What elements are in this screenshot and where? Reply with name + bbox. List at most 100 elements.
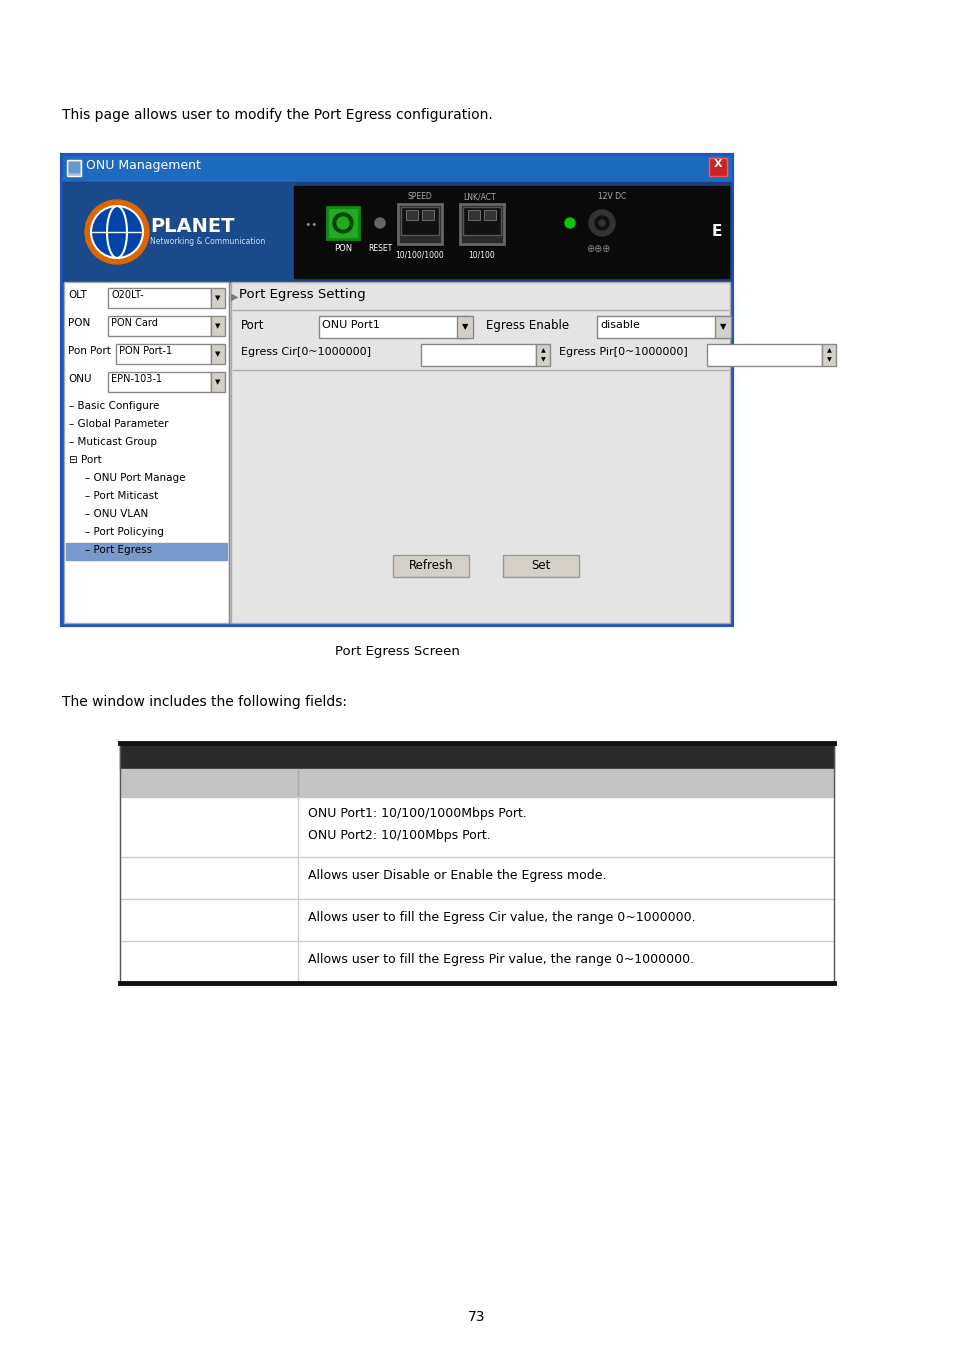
Text: ONU Port1: 10/100/1000Mbps Port.: ONU Port1: 10/100/1000Mbps Port. bbox=[308, 807, 526, 819]
Bar bbox=[120, 769, 833, 796]
Text: Egress Enable: Egress Enable bbox=[485, 319, 569, 332]
Text: 12V DC: 12V DC bbox=[598, 192, 625, 201]
Bar bbox=[64, 184, 294, 281]
Text: ONU: ONU bbox=[68, 374, 91, 383]
Text: Allows user to fill the Egress Pir value, the range 0~1000000.: Allows user to fill the Egress Pir value… bbox=[308, 953, 694, 967]
Text: ▶: ▶ bbox=[231, 292, 238, 302]
Text: ▼: ▼ bbox=[215, 351, 220, 356]
Bar bbox=[421, 211, 434, 220]
Bar bbox=[400, 207, 438, 235]
Text: ▲: ▲ bbox=[540, 348, 545, 352]
Text: Pon Port: Pon Port bbox=[68, 346, 111, 356]
Text: PON Card: PON Card bbox=[111, 319, 157, 328]
Text: disable: disable bbox=[599, 320, 639, 329]
Bar bbox=[211, 316, 225, 336]
Text: Egress Pir[0~1000000]: Egress Pir[0~1000000] bbox=[558, 347, 687, 356]
Text: ▼: ▼ bbox=[719, 323, 725, 332]
Bar bbox=[459, 204, 503, 244]
Bar bbox=[69, 162, 79, 171]
Bar bbox=[821, 344, 835, 366]
Bar bbox=[64, 282, 229, 622]
Text: RESET: RESET bbox=[368, 244, 392, 252]
Text: LNK/ACT: LNK/ACT bbox=[463, 192, 496, 201]
Bar bbox=[211, 288, 225, 308]
Bar bbox=[67, 161, 81, 176]
Text: 73: 73 bbox=[468, 1310, 485, 1324]
Text: EPN-103-1: EPN-103-1 bbox=[111, 374, 162, 383]
Bar bbox=[456, 316, 473, 338]
Text: – Global Parameter: – Global Parameter bbox=[69, 418, 169, 429]
Text: ONU Management: ONU Management bbox=[86, 159, 201, 171]
Text: OLT: OLT bbox=[68, 290, 87, 300]
Text: ▼: ▼ bbox=[825, 356, 830, 362]
Bar bbox=[393, 555, 469, 576]
Bar bbox=[66, 543, 227, 560]
Text: Egress Cir[0~1000000]: Egress Cir[0~1000000] bbox=[241, 347, 371, 356]
Text: The window includes the following fields:: The window includes the following fields… bbox=[62, 695, 347, 709]
Text: ONU Port1: ONU Port1 bbox=[322, 320, 379, 329]
Text: E: E bbox=[711, 224, 721, 239]
Bar bbox=[318, 316, 469, 338]
Bar bbox=[120, 857, 833, 899]
Circle shape bbox=[375, 217, 385, 228]
Bar bbox=[120, 743, 833, 770]
Circle shape bbox=[91, 207, 143, 258]
Bar bbox=[62, 155, 731, 625]
Bar bbox=[327, 207, 358, 239]
Text: Allows user Disable or Enable the Egress mode.: Allows user Disable or Enable the Egress… bbox=[308, 869, 606, 882]
Text: PLANET: PLANET bbox=[150, 217, 234, 236]
Text: Allows user to fill the Egress Cir value, the range 0~1000000.: Allows user to fill the Egress Cir value… bbox=[308, 911, 695, 923]
Text: Port Egress Screen: Port Egress Screen bbox=[335, 645, 459, 657]
Bar bbox=[397, 204, 441, 244]
Text: Port Egress Setting: Port Egress Setting bbox=[239, 288, 365, 301]
Bar bbox=[108, 288, 211, 308]
Text: – Port Policying: – Port Policying bbox=[85, 526, 164, 537]
Bar bbox=[120, 796, 833, 857]
Text: ▼: ▼ bbox=[215, 296, 220, 301]
Text: – Port Miticast: – Port Miticast bbox=[85, 491, 158, 501]
Bar bbox=[108, 316, 211, 336]
Text: ⊕⊕⊕: ⊕⊕⊕ bbox=[585, 244, 610, 254]
Bar bbox=[406, 211, 417, 220]
Circle shape bbox=[85, 200, 149, 265]
Bar bbox=[231, 282, 729, 622]
Text: O20LT-: O20LT- bbox=[111, 290, 144, 300]
Text: Networking & Communication: Networking & Communication bbox=[150, 238, 265, 246]
Bar bbox=[420, 344, 536, 366]
Text: – Port Egress: – Port Egress bbox=[85, 545, 152, 555]
Bar bbox=[706, 344, 821, 366]
Bar bbox=[211, 373, 225, 391]
Bar bbox=[536, 344, 550, 366]
Bar bbox=[116, 344, 211, 364]
Bar bbox=[483, 211, 496, 220]
Text: This page allows user to modify the Port Egress configuration.: This page allows user to modify the Port… bbox=[62, 108, 493, 122]
Bar bbox=[120, 899, 833, 941]
Text: SPEED: SPEED bbox=[407, 192, 432, 201]
Text: – ONU Port Manage: – ONU Port Manage bbox=[85, 472, 185, 483]
Text: ▼: ▼ bbox=[540, 356, 545, 362]
Bar bbox=[108, 373, 211, 391]
Text: 10/100: 10/100 bbox=[468, 250, 495, 259]
Bar bbox=[63, 157, 730, 182]
Circle shape bbox=[564, 217, 575, 228]
Text: ▼: ▼ bbox=[215, 379, 220, 385]
Text: – ONU VLAN: – ONU VLAN bbox=[85, 509, 148, 518]
Bar bbox=[502, 555, 578, 576]
Bar bbox=[597, 316, 726, 338]
Circle shape bbox=[595, 216, 608, 230]
Text: ONU Port2: 10/100Mbps Port.: ONU Port2: 10/100Mbps Port. bbox=[308, 829, 490, 842]
Circle shape bbox=[336, 217, 349, 230]
Text: X: X bbox=[713, 159, 721, 169]
Bar bbox=[468, 211, 479, 220]
Bar bbox=[120, 941, 833, 983]
Text: ⊟ Port: ⊟ Port bbox=[69, 455, 102, 464]
Text: ▼: ▼ bbox=[215, 323, 220, 329]
Circle shape bbox=[333, 213, 353, 234]
Text: PON Port-1: PON Port-1 bbox=[119, 346, 172, 356]
Text: – Basic Configure: – Basic Configure bbox=[69, 401, 159, 410]
Bar bbox=[211, 344, 225, 364]
Text: •: • bbox=[304, 220, 311, 230]
Bar bbox=[63, 182, 730, 282]
Circle shape bbox=[598, 220, 604, 225]
Text: ▼: ▼ bbox=[461, 323, 468, 332]
